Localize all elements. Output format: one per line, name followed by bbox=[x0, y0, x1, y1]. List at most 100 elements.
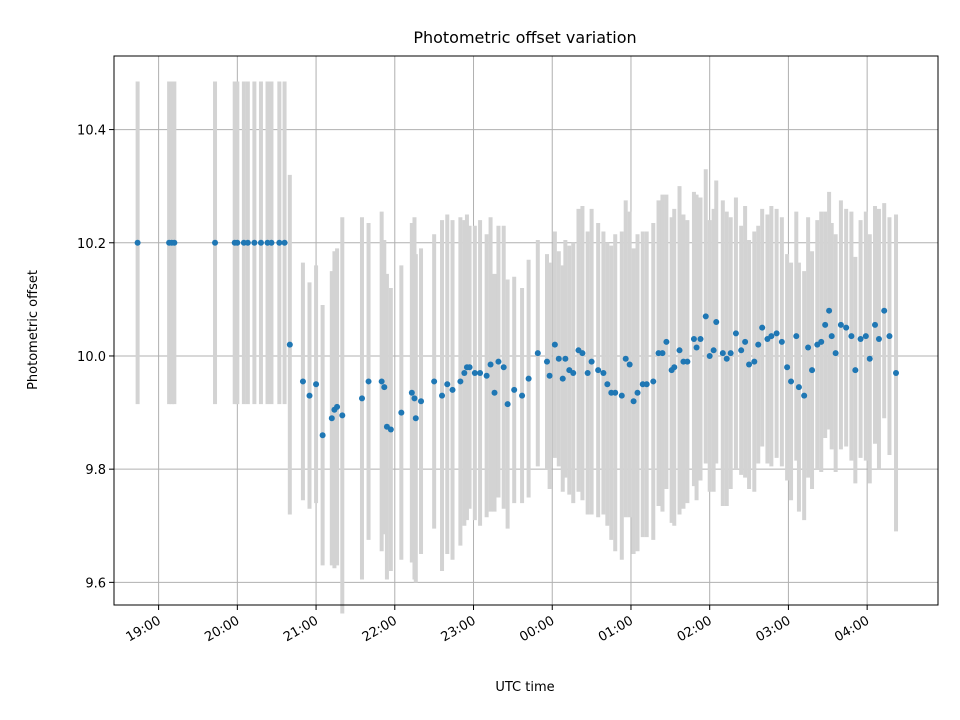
data-point bbox=[555, 355, 562, 362]
data-point bbox=[457, 378, 464, 385]
data-point bbox=[676, 347, 683, 354]
data-point bbox=[358, 395, 365, 402]
data-point bbox=[801, 392, 808, 399]
data-point bbox=[387, 426, 394, 433]
data-point bbox=[251, 239, 258, 246]
data-point bbox=[759, 324, 766, 331]
data-point bbox=[643, 381, 650, 388]
data-point bbox=[543, 358, 550, 365]
data-point bbox=[604, 381, 611, 388]
data-point bbox=[630, 398, 637, 405]
data-point bbox=[768, 333, 775, 340]
data-point bbox=[742, 338, 749, 345]
data-point bbox=[822, 321, 829, 328]
data-point bbox=[778, 338, 785, 345]
data-point bbox=[805, 344, 812, 351]
data-point bbox=[491, 389, 498, 396]
data-point bbox=[276, 239, 283, 246]
data-point bbox=[511, 386, 518, 393]
data-point bbox=[893, 369, 900, 376]
x-tick-label: 01:00 bbox=[596, 613, 636, 645]
data-point bbox=[738, 347, 745, 354]
data-point bbox=[519, 392, 526, 399]
data-point bbox=[212, 239, 219, 246]
data-point bbox=[495, 358, 502, 365]
data-point bbox=[832, 350, 839, 357]
data-point bbox=[483, 372, 490, 379]
data-point bbox=[306, 392, 313, 399]
data-point bbox=[134, 239, 141, 246]
x-tick-label: 21:00 bbox=[281, 613, 321, 645]
y-tick-label: 10.0 bbox=[77, 350, 106, 365]
y-tick-label: 10.4 bbox=[77, 124, 106, 139]
data-points bbox=[134, 239, 900, 439]
data-point bbox=[500, 364, 507, 371]
data-point bbox=[881, 307, 888, 314]
data-point bbox=[408, 389, 415, 396]
y-ticks: 9.6 9.8 10.0 10.2 10.4 bbox=[77, 124, 114, 591]
data-point bbox=[234, 239, 241, 246]
data-point bbox=[411, 395, 418, 402]
data-point bbox=[663, 338, 670, 345]
y-tick-label: 10.2 bbox=[77, 237, 106, 252]
data-point bbox=[299, 378, 306, 385]
data-point bbox=[431, 378, 438, 385]
data-point bbox=[477, 369, 484, 376]
data-point bbox=[727, 350, 734, 357]
data-point bbox=[439, 392, 446, 399]
data-point bbox=[313, 381, 320, 388]
data-point bbox=[471, 369, 478, 376]
x-tick-label: 22:00 bbox=[360, 613, 400, 645]
data-point bbox=[588, 358, 595, 365]
data-point bbox=[319, 432, 326, 439]
data-point bbox=[579, 350, 586, 357]
data-point bbox=[570, 369, 577, 376]
x-tick-label: 02:00 bbox=[675, 613, 715, 645]
data-point bbox=[886, 333, 893, 340]
x-tick-label: 23:00 bbox=[439, 613, 479, 645]
data-point bbox=[684, 358, 691, 365]
data-point bbox=[634, 389, 641, 396]
data-point bbox=[398, 409, 405, 416]
plot-area-frame bbox=[113, 55, 939, 606]
x-ticks: 19:00 20:00 21:00 22:00 23:00 00:00 01:00 02:00… bbox=[124, 605, 872, 645]
data-point bbox=[862, 333, 869, 340]
data-point bbox=[559, 375, 566, 382]
data-point bbox=[595, 367, 602, 374]
data-point bbox=[444, 381, 451, 388]
data-point bbox=[487, 361, 494, 368]
data-point bbox=[328, 415, 335, 422]
data-point bbox=[852, 367, 859, 374]
data-point bbox=[843, 324, 850, 331]
data-point bbox=[546, 372, 553, 379]
data-point bbox=[710, 347, 717, 354]
data-point bbox=[551, 341, 558, 348]
data-point bbox=[875, 335, 882, 342]
data-point bbox=[788, 378, 795, 385]
data-point bbox=[713, 319, 720, 326]
data-point bbox=[793, 333, 800, 340]
data-point bbox=[784, 364, 791, 371]
data-point bbox=[809, 367, 816, 374]
data-point bbox=[600, 369, 607, 376]
data-point bbox=[732, 330, 739, 337]
data-point bbox=[723, 355, 730, 362]
data-point bbox=[534, 350, 541, 357]
data-point bbox=[339, 412, 346, 419]
y-tick-label: 9.6 bbox=[85, 576, 106, 591]
data-point bbox=[818, 338, 825, 345]
data-point bbox=[268, 239, 275, 246]
data-point bbox=[562, 355, 569, 362]
error-bars bbox=[135, 81, 899, 614]
x-tick-label: 19:00 bbox=[124, 613, 164, 645]
data-point bbox=[504, 401, 511, 408]
data-point bbox=[466, 364, 473, 371]
data-point bbox=[872, 321, 879, 328]
data-point bbox=[702, 313, 709, 320]
data-point bbox=[381, 384, 388, 391]
data-point bbox=[286, 341, 293, 348]
data-point bbox=[412, 415, 419, 422]
data-point bbox=[171, 239, 178, 246]
x-tick-label: 03:00 bbox=[753, 613, 793, 645]
data-point bbox=[659, 350, 666, 357]
